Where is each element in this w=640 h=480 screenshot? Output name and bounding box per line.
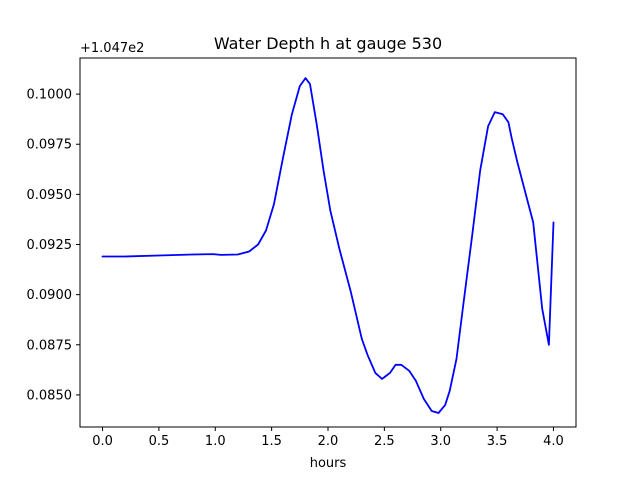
x-tick-label: 3.5: [487, 434, 508, 449]
y-offset-label: +1.047e2: [80, 41, 144, 56]
y-tick-label: 0.0900: [27, 288, 73, 303]
x-tick-label: 4.0: [543, 434, 564, 449]
x-tick-label: 0.0: [92, 434, 113, 449]
plot-frame: [79, 57, 577, 428]
series-line: [101, 77, 555, 414]
x-tick-label: 3.0: [430, 434, 451, 449]
y-tick-label: 0.0850: [27, 388, 73, 403]
y-tick-label: 0.0950: [27, 188, 73, 203]
x-axis-ticks: 0.0 0.5 1.0 1.5 2.0 2.5 3.0 3.5 4.0: [92, 427, 564, 449]
x-tick-label: 0.5: [149, 434, 170, 449]
y-tick-label: 0.0875: [27, 338, 73, 353]
y-axis-ticks: 0.0850 0.0875 0.0900 0.0925 0.0950 0.0975 0.10…: [27, 88, 80, 403]
y-tick-label: 0.1000: [27, 88, 73, 103]
plot-area: [80, 58, 576, 427]
chart-title: Water Depth h at gauge 530: [214, 34, 442, 53]
x-tick-label: 1.0: [205, 434, 226, 449]
x-tick-label: 1.5: [261, 434, 282, 449]
x-axis-label: hours: [310, 456, 347, 471]
y-tick-label: 0.0925: [27, 238, 73, 253]
y-tick-label: 0.0975: [27, 138, 73, 153]
x-tick-label: 2.0: [318, 434, 339, 449]
x-tick-label: 2.5: [374, 434, 395, 449]
